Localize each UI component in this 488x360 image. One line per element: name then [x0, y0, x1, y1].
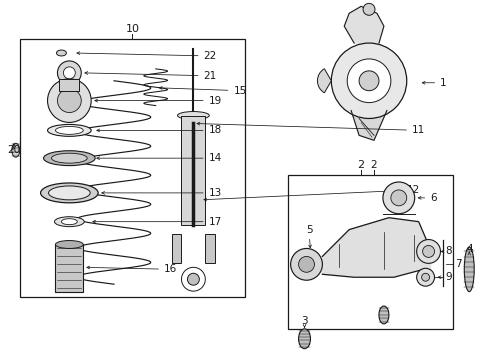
Bar: [60, 79, 79, 91]
Ellipse shape: [51, 153, 87, 163]
Ellipse shape: [55, 126, 83, 134]
Text: 2: 2: [370, 160, 377, 170]
Circle shape: [382, 182, 414, 214]
Circle shape: [358, 71, 378, 91]
Ellipse shape: [54, 217, 84, 227]
Text: 15: 15: [159, 86, 246, 96]
Ellipse shape: [463, 247, 473, 292]
Ellipse shape: [298, 329, 310, 349]
Circle shape: [63, 67, 75, 79]
Text: 1: 1: [422, 78, 446, 88]
Ellipse shape: [47, 125, 91, 136]
Circle shape: [416, 268, 434, 286]
Text: 13: 13: [102, 188, 222, 198]
Text: 16: 16: [87, 264, 177, 274]
Text: 8: 8: [441, 247, 451, 256]
Circle shape: [331, 43, 406, 118]
Text: 12: 12: [203, 185, 420, 201]
Ellipse shape: [56, 50, 66, 56]
Text: 21: 21: [85, 71, 217, 81]
Circle shape: [187, 273, 199, 285]
Text: 3: 3: [301, 316, 307, 326]
Circle shape: [362, 3, 374, 15]
Text: 10: 10: [125, 24, 139, 34]
Ellipse shape: [61, 219, 77, 225]
Bar: [181, 116, 205, 225]
Circle shape: [290, 248, 322, 280]
Text: 17: 17: [93, 217, 222, 227]
Circle shape: [47, 79, 91, 122]
Bar: [205, 234, 215, 264]
Text: 9: 9: [437, 272, 451, 282]
Polygon shape: [344, 6, 383, 43]
Circle shape: [346, 59, 390, 103]
Circle shape: [181, 267, 205, 291]
Text: 6: 6: [417, 193, 436, 203]
Text: 4: 4: [465, 244, 471, 255]
Text: 11: 11: [197, 122, 425, 135]
Ellipse shape: [177, 112, 209, 120]
Ellipse shape: [43, 151, 95, 166]
Ellipse shape: [378, 306, 388, 324]
Text: 5: 5: [305, 225, 312, 235]
Text: 19: 19: [95, 96, 222, 105]
Polygon shape: [322, 218, 429, 277]
Polygon shape: [350, 111, 386, 140]
Text: 20: 20: [7, 145, 20, 155]
Bar: [287, 175, 452, 329]
Circle shape: [422, 246, 434, 257]
Circle shape: [421, 273, 428, 281]
Ellipse shape: [48, 186, 90, 200]
Wedge shape: [317, 69, 331, 93]
Circle shape: [298, 256, 314, 272]
Bar: [171, 234, 181, 264]
Circle shape: [416, 239, 440, 264]
Text: 2: 2: [356, 160, 364, 170]
Circle shape: [390, 190, 406, 206]
Ellipse shape: [12, 143, 20, 157]
Ellipse shape: [55, 240, 83, 248]
Text: 18: 18: [97, 125, 222, 135]
Text: 22: 22: [77, 51, 217, 61]
Text: 14: 14: [97, 153, 222, 163]
Circle shape: [57, 89, 81, 113]
Bar: [55, 244, 83, 292]
Bar: [20, 39, 244, 297]
Circle shape: [57, 61, 81, 85]
Text: 7: 7: [454, 259, 461, 269]
Ellipse shape: [41, 183, 98, 203]
